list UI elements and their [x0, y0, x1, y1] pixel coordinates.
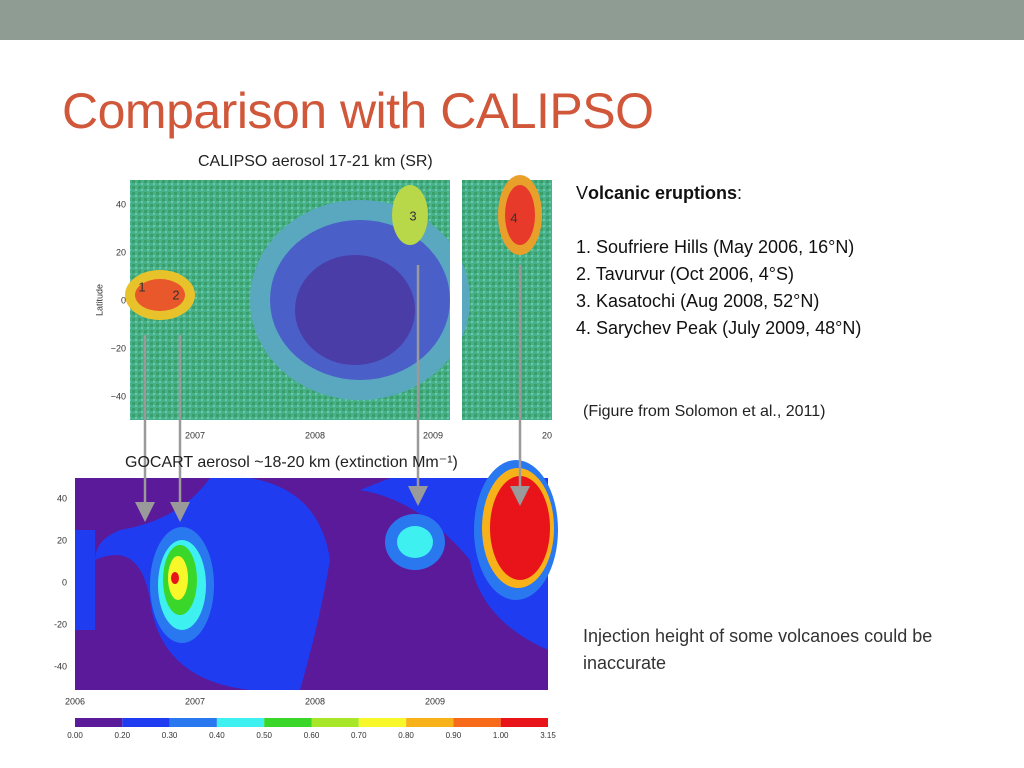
colorbar-cell	[216, 718, 265, 727]
items: 1. Soufriere Hills (May 2006, 16°N) 2. Ta…	[576, 234, 956, 342]
colorbar-label: 1.00	[493, 731, 509, 740]
colorbar-cell	[406, 718, 454, 727]
colorbar-cell	[311, 718, 359, 727]
colorbar-label: 0.50	[256, 731, 272, 740]
colorbar: 0.00 0.20 0.30 0.40 0.50 0.60 0.70 0.80 0.90 1.00…	[67, 718, 556, 740]
x-tick-label: 2007	[185, 696, 205, 706]
calipso-plot	[125, 175, 552, 420]
plot-shape	[392, 185, 428, 245]
colorbar-cell	[500, 718, 548, 727]
eruption-list: Volcanic eruptions: 1. Soufriere Hills (…	[576, 180, 956, 342]
plot-shape	[75, 530, 95, 630]
y-tick-label: 40	[57, 493, 67, 503]
eruption-item: 4. Sarychev Peak (July 2009, 48°N)	[576, 318, 862, 338]
x-tick-label: 2008	[305, 430, 325, 440]
event-marker: 1	[138, 279, 145, 294]
colorbar-cell	[264, 718, 312, 727]
colorbar-cell	[453, 718, 501, 727]
y-tick-label: 0	[121, 295, 126, 305]
arrows	[135, 265, 530, 522]
x-tick-label: 20	[542, 430, 552, 440]
y-tick-label: -40	[54, 661, 67, 671]
note: Injection height of some volcanoes could…	[583, 626, 933, 673]
colorbar-label: 0.20	[115, 731, 131, 740]
x-tick-label: 2009	[423, 430, 443, 440]
y-axis-label: Latitude	[94, 284, 104, 316]
top-bar	[0, 0, 1024, 40]
plot-shape	[505, 185, 535, 245]
plot-shape	[135, 279, 185, 311]
event-marker: 4	[510, 210, 517, 225]
x-tick-label: 2007	[185, 430, 205, 440]
colorbar-label: 0.90	[446, 731, 462, 740]
colorbar-cell	[75, 718, 123, 727]
y-tick-label: 0	[62, 577, 67, 587]
plot-shape	[171, 572, 179, 584]
colorbar-label: 0.60	[304, 731, 320, 740]
colorbar-label: 0.80	[398, 731, 414, 740]
y-tick-label: −40	[111, 391, 126, 401]
colorbar-label: 0.40	[209, 731, 225, 740]
gocart-caption: GOCART aerosol ~18-20 km (extinction Mm⁻…	[125, 454, 458, 471]
x-tick-label: 2008	[305, 696, 325, 706]
plot-shape	[295, 255, 415, 365]
heading: Volcanic eruptions:	[576, 180, 956, 207]
y-tick-label: 20	[116, 247, 126, 257]
colorbar-cell	[169, 718, 217, 727]
plot-shape: Volcanic eruptions	[576, 183, 737, 203]
plot-shape	[450, 180, 462, 420]
x-tick-label: 2009	[425, 696, 445, 706]
event-marker: 2	[172, 287, 179, 302]
eruption-item: 2. Tavurvur (Oct 2006, 4°S)	[576, 264, 794, 284]
y-tick-label: −20	[111, 343, 126, 353]
eruption-item: 1. Soufriere Hills (May 2006, 16°N)	[576, 237, 855, 257]
colorbar-cell	[122, 718, 170, 727]
source-note: (Figure from Solomon et al., 2011)	[583, 403, 826, 420]
colorbar-label: 0.00	[67, 731, 83, 740]
colorbar-label: 0.30	[162, 731, 178, 740]
plot-shape	[490, 476, 550, 580]
y-tick-label: 40	[116, 199, 126, 209]
calipso-caption: CALIPSO aerosol 17-21 km (SR)	[198, 153, 433, 170]
plot-shape	[397, 526, 433, 558]
colorbar-label: 3.15	[540, 731, 556, 740]
slide-title: Comparison with CALIPSO	[62, 83, 654, 139]
y-tick-label: 20	[57, 535, 67, 545]
heading-initial: V	[576, 183, 589, 203]
event-marker: 3	[409, 208, 416, 223]
heading-end: :	[737, 183, 743, 203]
gocart-plot	[75, 460, 558, 690]
eruption-item: 3. Kasatochi (Aug 2008, 52°N)	[576, 291, 820, 311]
colorbar-label: 0.70	[351, 731, 367, 740]
x-tick-label: 2006	[65, 696, 85, 706]
colorbar-cell	[358, 718, 407, 727]
y-tick-label: -20	[54, 619, 67, 629]
heading-text: olcanic eruptions	[588, 183, 738, 203]
